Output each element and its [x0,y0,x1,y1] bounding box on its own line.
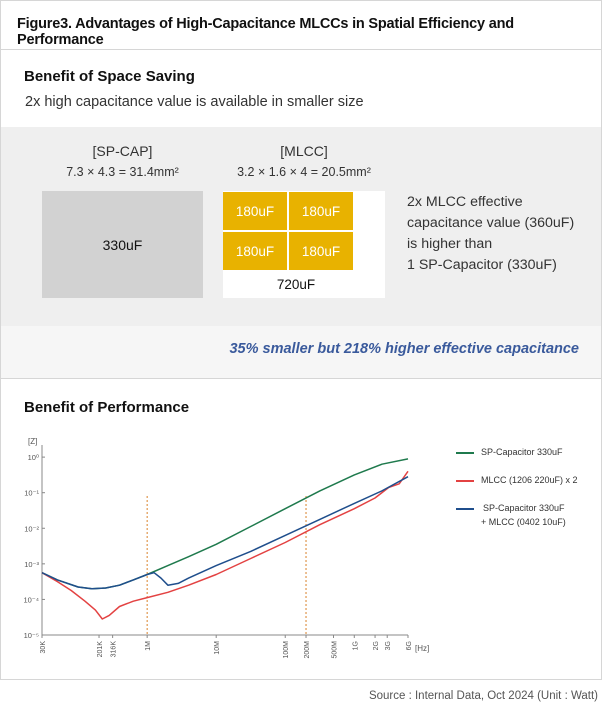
legend-label-combined-2: + MLCC (0402 10uF) [481,517,566,527]
mlcc-chip: 180uF [289,232,353,270]
section-divider [1,378,601,379]
description-line: capacitance value (360uF) [407,215,575,231]
source-note: Source : Internal Data, Oct 2024 (Unit :… [368,690,598,702]
x-tick-label: 30K [40,641,47,654]
mlcc-total: 720uF [276,277,316,292]
mlcc-dims: 3.2 × 1.6 × 4 = 20.5mm² [237,165,371,179]
sp-cap-name: [SP-CAP] [92,143,153,159]
legend-label-mlcc: MLCC (1206 220uF) x 2 [481,475,578,485]
series-line-0 [41,458,409,590]
legend-line-mlcc [456,480,474,482]
performance-section-title: Benefit of Performance [24,399,190,416]
x-tick-label: 100M [283,641,290,659]
sp-cap-value: 330uF [102,236,143,253]
mlcc-chip: 180uF [223,232,287,270]
figure-title: Figure3. Advantages of High-Capacitance … [17,16,514,48]
space-section-title: Benefit of Space Saving [24,68,195,85]
title-divider [1,49,601,50]
y-tick-label: 10⁻¹ [24,489,39,498]
figure-frame: Figure3. Advantages of High-Capacitance … [0,0,602,680]
comparison-description: 2x MLCC effective capacitance value (360… [407,192,574,276]
highlight-text: 35% smaller but 218% higher effective ca… [229,341,579,357]
x-tick-label: 1M [145,641,152,651]
x-tick-label: 10M [214,641,221,655]
description-line: 2x MLCC effective [407,194,523,210]
x-axis-label: [Hz] [415,644,429,653]
x-tick-label: 200M [304,641,311,659]
legend-label-combined: SP-Capacitor 330uF [483,503,565,513]
legend-line-sp-cap [456,452,474,454]
y-axis-label: [Z] [28,437,37,446]
mlcc-name: [MLCC] [280,143,328,159]
x-tick-label: 2G [373,641,380,650]
y-tick-label: 10⁻⁵ [24,631,39,640]
sp-cap-dims: 7.3 × 4.3 = 31.4mm² [66,165,179,179]
x-tick-label: 500M [332,641,339,659]
x-tick-label: 3G [385,641,392,650]
legend-label-sp-cap: SP-Capacitor 330uF [481,447,563,457]
sp-cap-block: 330uF [42,191,203,298]
series-line-1 [41,470,409,620]
x-tick-label: 316K [111,641,118,658]
description-line: 1 SP-Capacitor (330uF) [407,257,557,273]
space-section-subtitle: 2x high capacitance value is available i… [25,94,364,110]
series-line-2 [41,476,409,590]
y-tick-label: 10⁻³ [24,560,39,569]
x-tick-label: 1G [352,641,359,650]
y-tick-label: 10⁰ [28,453,39,462]
highlight-band [1,326,601,378]
description-line: is higher than [407,236,493,252]
x-tick-label: 201K [97,641,104,658]
mlcc-chip: 180uF [289,192,353,230]
y-tick-label: 10⁻⁴ [23,595,39,604]
x-tick-label: 6G [406,641,413,650]
y-tick-label: 10⁻² [24,524,39,533]
mlcc-chip: 180uF [223,192,287,230]
legend-line-combined [456,508,474,510]
